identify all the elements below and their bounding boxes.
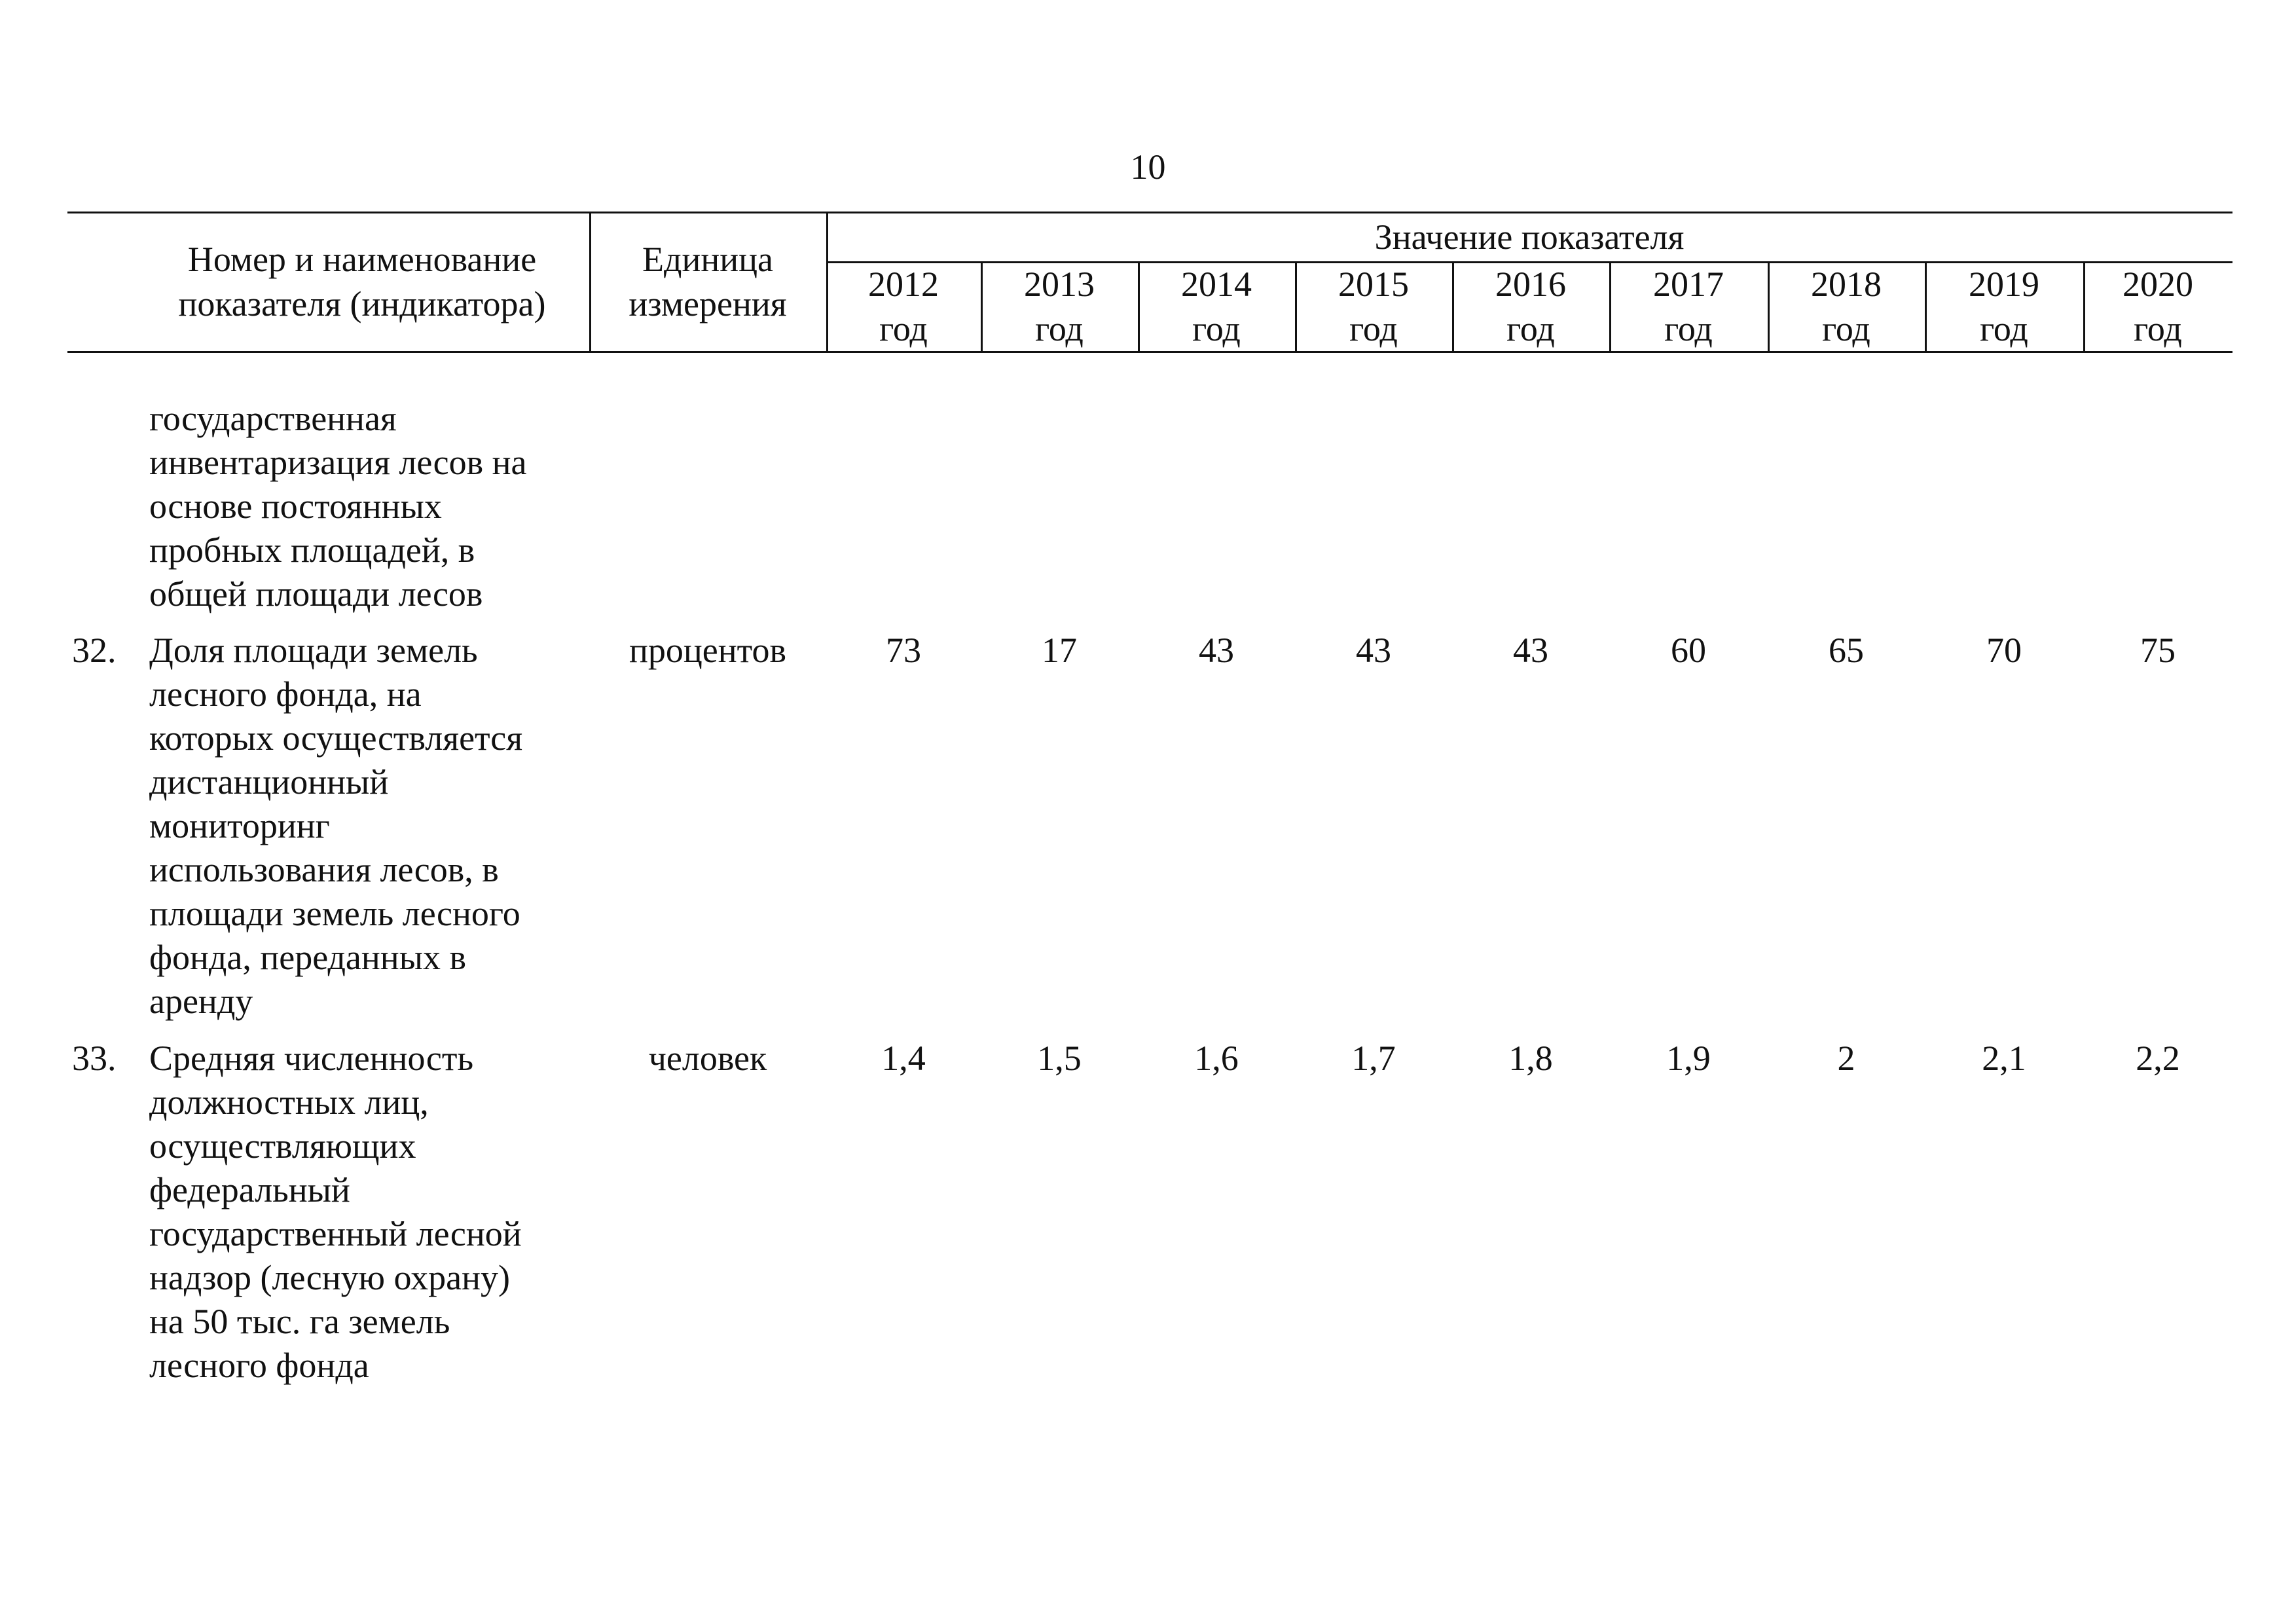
header-year-2017: 2017 год <box>1609 262 1768 351</box>
year-suffix: год <box>1035 309 1084 348</box>
year-label: 2019 <box>1969 265 2039 304</box>
year-divider <box>1768 261 1770 351</box>
text-line: лесного фонда, на <box>149 674 422 714</box>
year-suffix: год <box>1506 309 1555 348</box>
continuation-text: государственная инвентаризация лесов на … <box>149 397 594 616</box>
value-cell-2014: 43 <box>1199 631 1234 670</box>
row-indicator-name: Доля площади земель лесного фонда, на ко… <box>149 629 594 1024</box>
year-suffix: год <box>1192 309 1241 348</box>
header-top-rule <box>67 212 2232 213</box>
text-line: осуществляющих <box>149 1126 416 1166</box>
value-cell-2016: 43 <box>1513 631 1548 670</box>
header-text: Единица <box>642 240 774 279</box>
header-year-2016: 2016 год <box>1452 262 1609 351</box>
year-suffix: год <box>1822 309 1870 348</box>
text-line: основе постоянных <box>149 487 442 526</box>
year-label: 2016 <box>1495 265 1566 304</box>
year-divider <box>1609 261 1611 351</box>
header-year-2012: 2012 год <box>826 262 981 351</box>
year-label: 2018 <box>1811 265 1882 304</box>
year-label: 2020 <box>2123 265 2193 304</box>
text-line: дистанционный <box>149 762 389 802</box>
year-divider <box>1452 261 1454 351</box>
text-line: Средняя численность <box>149 1039 474 1078</box>
year-label: 2015 <box>1338 265 1409 304</box>
header-year-2020: 2020 год <box>2083 262 2232 351</box>
text-line: использования лесов, в <box>149 850 499 889</box>
value-cell-2018: 65 <box>1829 631 1864 670</box>
text-line: надзор (лесную охрану) <box>149 1258 510 1297</box>
value-cell-2019: 70 <box>1986 631 2022 670</box>
text-line: инвентаризация лесов на <box>149 443 527 482</box>
header-year-2018: 2018 год <box>1768 262 1925 351</box>
year-divider <box>2083 261 2085 351</box>
value-cell-2020: 2,2 <box>2136 1039 2180 1078</box>
text-line: Доля площади земель <box>149 631 478 670</box>
header-year-2014: 2014 год <box>1138 262 1295 351</box>
text-line: мониторинг <box>149 806 330 845</box>
text-line: которых осуществляется <box>149 718 523 758</box>
header-value: Значение показателя <box>1374 217 1685 257</box>
header-years-rule <box>826 261 2232 263</box>
text-line: лесного фонда <box>149 1346 369 1385</box>
text-line: фонда, переданных в <box>149 938 466 977</box>
text-line: на 50 тыс. га земель <box>149 1302 450 1341</box>
year-divider <box>981 261 983 351</box>
page-number: 10 <box>1130 147 1166 187</box>
row-number: 32. <box>72 631 117 670</box>
year-suffix: год <box>879 309 928 348</box>
value-cell-2020: 75 <box>2140 631 2176 670</box>
text-line: государственный лесной <box>149 1214 522 1253</box>
row-unit: процентов <box>629 631 787 670</box>
header-year-2013: 2013 год <box>981 262 1138 351</box>
year-divider <box>1295 261 1297 351</box>
text-line: общей площади лесов <box>149 574 483 614</box>
text-line: федеральный <box>149 1170 350 1209</box>
year-label: 2014 <box>1181 265 1252 304</box>
row-number: 33. <box>72 1039 117 1078</box>
value-cell-2018: 2 <box>1837 1039 1855 1078</box>
year-divider <box>1925 261 1927 351</box>
value-cell-2013: 1,5 <box>1037 1039 1082 1078</box>
header-text: Номер и наименование <box>187 240 537 279</box>
text-line: государственная <box>149 399 397 438</box>
text-line: пробных площадей, в <box>149 530 475 570</box>
value-cell-2016: 1,8 <box>1508 1039 1553 1078</box>
value-cell-2015: 43 <box>1356 631 1391 670</box>
value-cell-2017: 60 <box>1671 631 1706 670</box>
header-unit: Единица измерения <box>589 237 826 326</box>
header-year-2015: 2015 год <box>1295 262 1452 351</box>
year-suffix: год <box>2134 309 2182 348</box>
value-cell-2012: 73 <box>886 631 921 670</box>
value-cell-2017: 1,9 <box>1666 1039 1711 1078</box>
row-unit: человек <box>648 1039 767 1078</box>
value-cell-2019: 2,1 <box>1982 1039 2026 1078</box>
year-suffix: год <box>1980 309 2028 348</box>
header-year-2019: 2019 год <box>1925 262 2083 351</box>
row-indicator-name: Средняя численность должностных лиц, осу… <box>149 1037 594 1388</box>
value-cell-2015: 1,7 <box>1351 1039 1396 1078</box>
header-text: показателя (индикатора) <box>178 284 546 323</box>
year-label: 2013 <box>1024 265 1095 304</box>
year-divider <box>1138 261 1140 351</box>
value-cell-2013: 17 <box>1042 631 1077 670</box>
value-cell-2012: 1,4 <box>881 1039 926 1078</box>
header-divider <box>589 212 591 351</box>
text-line: аренду <box>149 982 253 1021</box>
text-line: площади земель лесного <box>149 894 520 933</box>
header-bottom-rule <box>67 351 2232 353</box>
value-cell-2014: 1,6 <box>1194 1039 1239 1078</box>
header-divider <box>826 212 828 351</box>
year-suffix: год <box>1349 309 1398 348</box>
header-text: измерения <box>629 284 787 323</box>
year-label: 2012 <box>868 265 939 304</box>
header-indicator-name: Номер и наименование показателя (индикат… <box>67 237 657 326</box>
year-label: 2017 <box>1653 265 1724 304</box>
year-suffix: год <box>1664 309 1713 348</box>
text-line: должностных лиц, <box>149 1082 429 1122</box>
